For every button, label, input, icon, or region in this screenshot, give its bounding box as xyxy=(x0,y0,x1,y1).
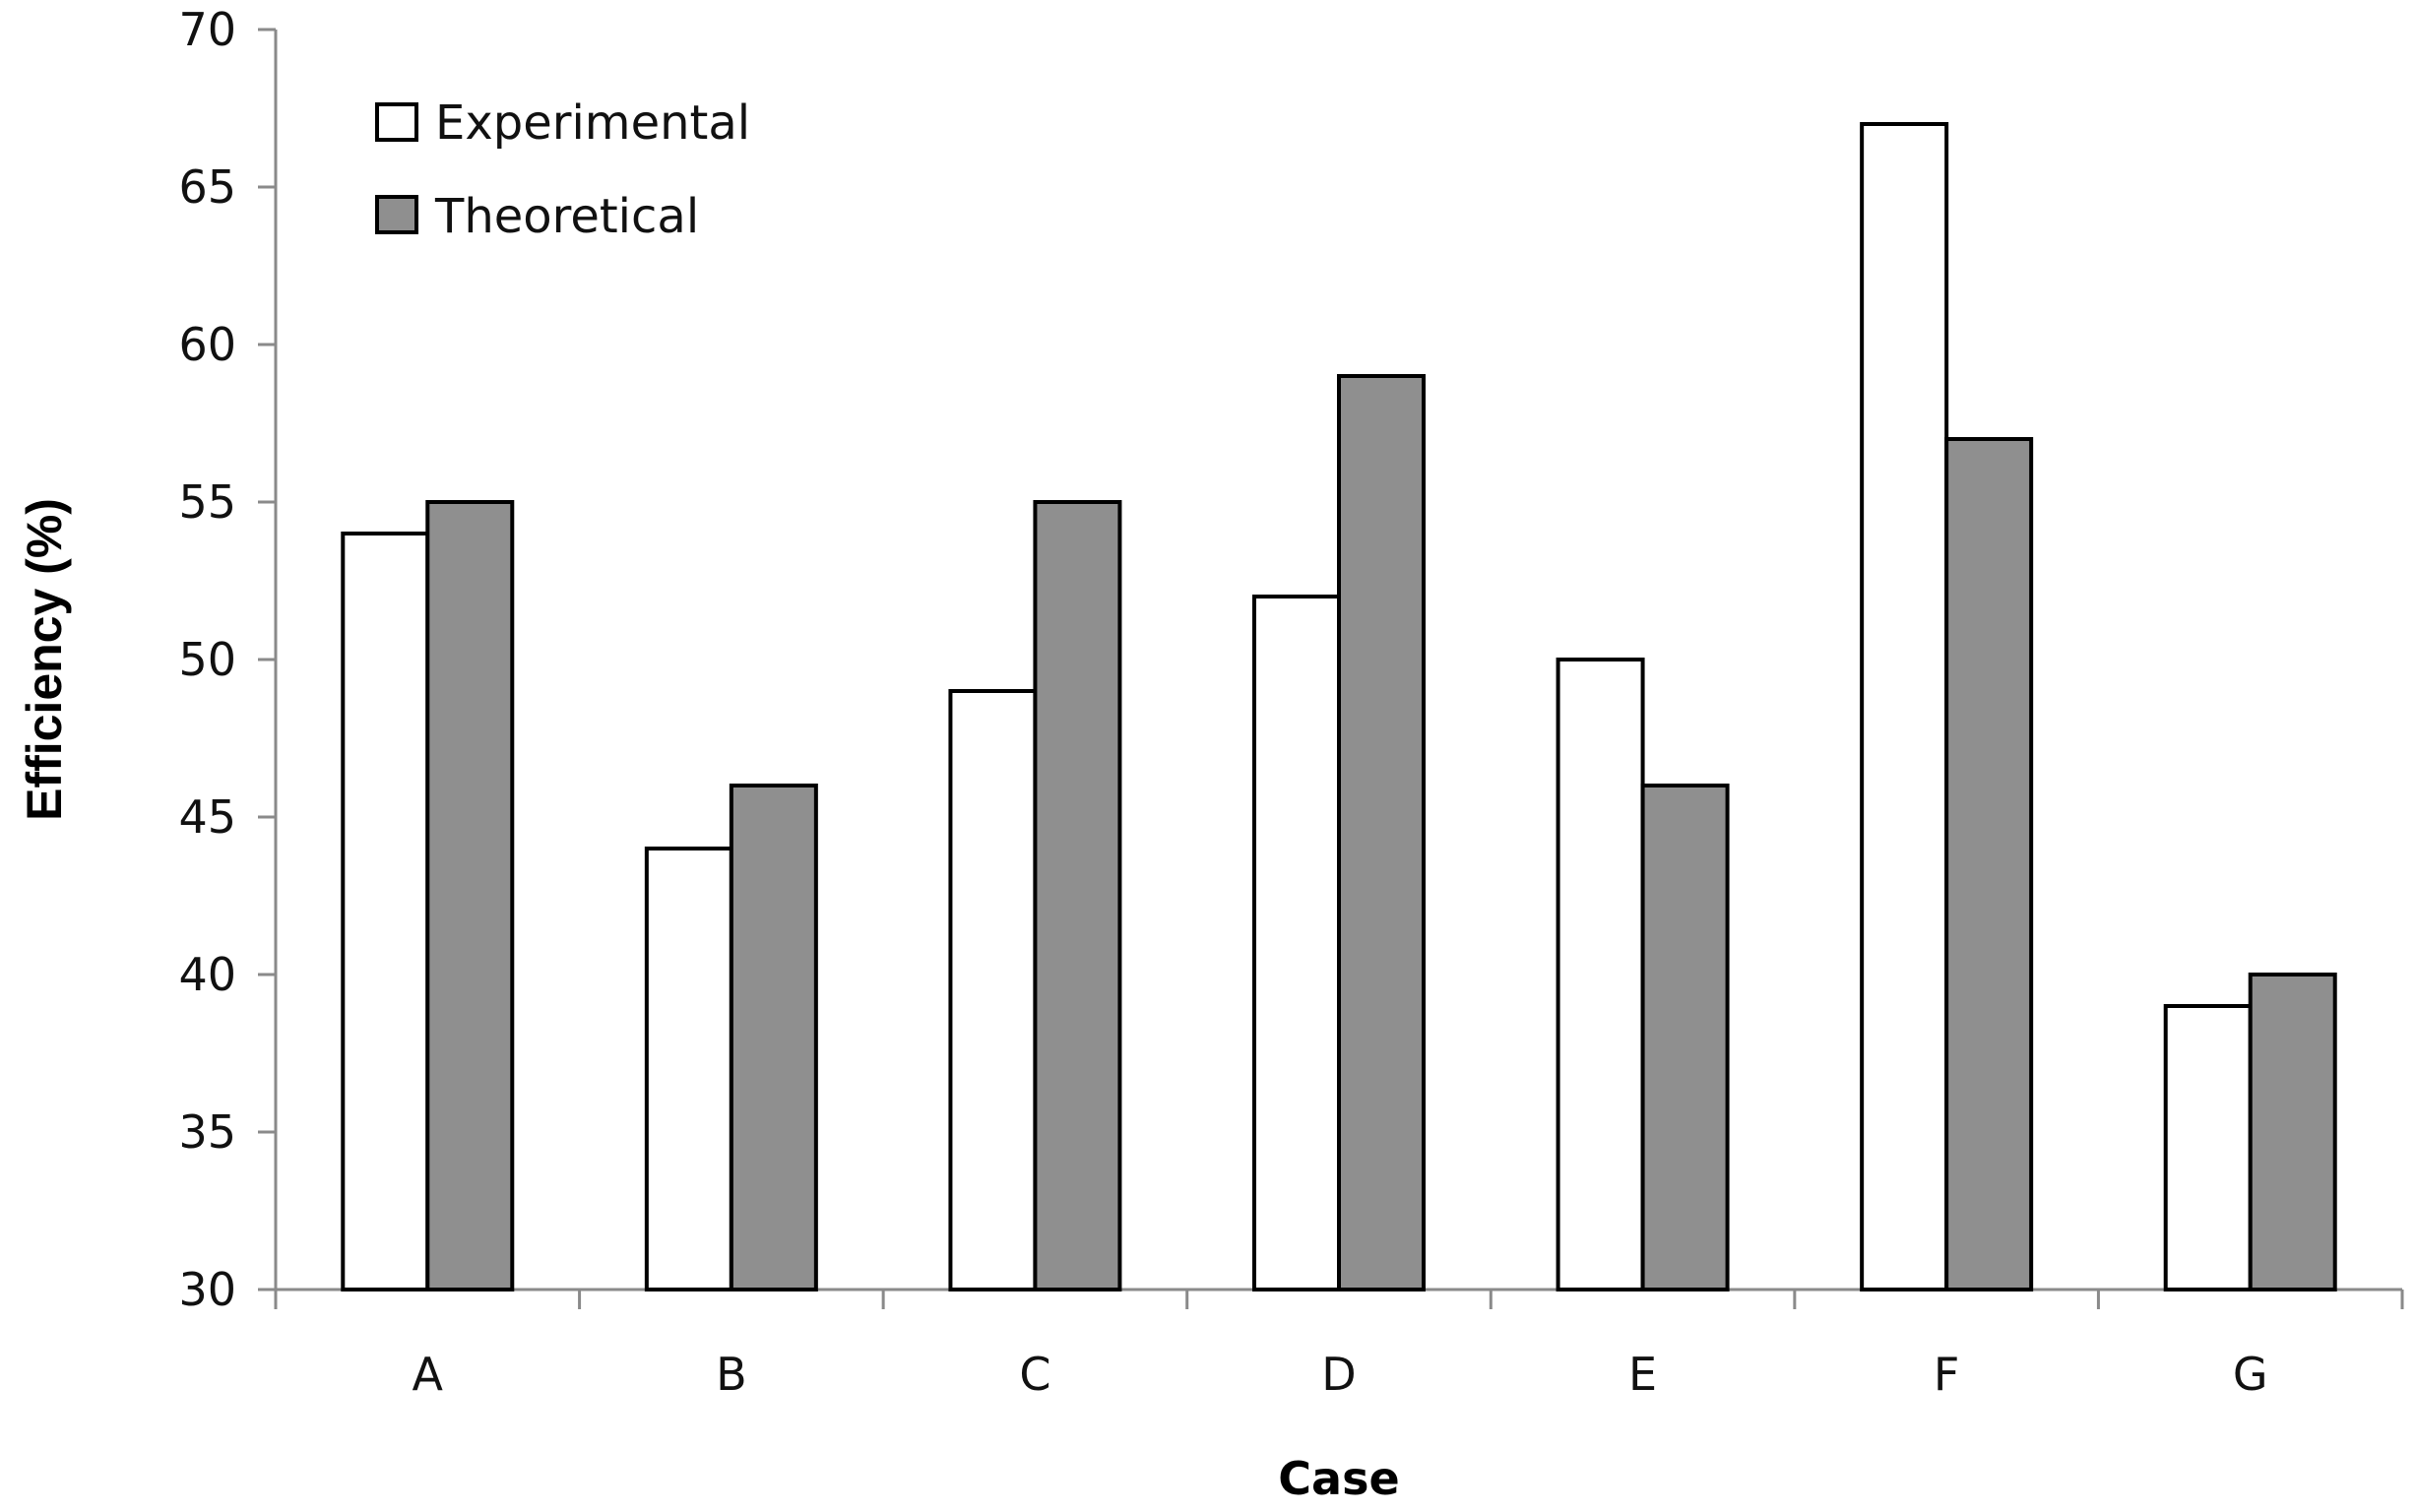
y-tick-label: 40 xyxy=(178,948,236,1001)
bar-experimental-A xyxy=(341,532,430,1292)
legend-swatch-theoretical xyxy=(375,195,418,234)
bar-experimental-G xyxy=(2163,1004,2253,1292)
x-axis-title: Case xyxy=(1278,1452,1399,1505)
y-tick-label: 35 xyxy=(178,1105,236,1159)
legend-label-experimental: Experimental xyxy=(435,95,750,151)
bar-experimental-F xyxy=(1860,122,1949,1292)
legend: Experimental Theoretical xyxy=(375,95,750,244)
y-axis-title: Efficiency (%) xyxy=(17,498,72,821)
bar-experimental-B xyxy=(644,847,733,1292)
bar-experimental-C xyxy=(948,689,1038,1292)
bar-theoretical-B xyxy=(729,784,818,1292)
y-tick-label: 65 xyxy=(178,160,236,214)
x-tick-label: G xyxy=(2233,1348,2268,1401)
x-tick-label: D xyxy=(1321,1348,1356,1401)
bar-experimental-D xyxy=(1252,595,1341,1292)
x-tick-label: B xyxy=(716,1348,747,1401)
bar-theoretical-C xyxy=(1033,500,1122,1292)
y-tick-label: 30 xyxy=(178,1263,236,1316)
x-tick-label: F xyxy=(1934,1348,1959,1401)
labels: Efficiency (%) Case xyxy=(17,498,1400,1505)
bar-theoretical-F xyxy=(1944,437,2034,1292)
x-tick-label: A xyxy=(413,1348,444,1401)
bar-theoretical-D xyxy=(1337,374,1426,1292)
y-tick-label: 50 xyxy=(178,633,236,686)
bars xyxy=(341,122,2337,1292)
bar-theoretical-E xyxy=(1640,784,1730,1292)
x-tick-label: E xyxy=(1628,1348,1657,1401)
legend-label-theoretical: Theoretical xyxy=(434,189,699,244)
legend-swatch-experimental xyxy=(375,102,418,142)
y-tick-label: 70 xyxy=(178,3,236,56)
bar-theoretical-G xyxy=(2248,973,2337,1292)
bar-experimental-E xyxy=(1556,658,1645,1292)
y-tick-label: 45 xyxy=(178,790,236,844)
bar-theoretical-A xyxy=(425,500,515,1292)
axes: 30 35 40 45 50 55 60 65 70 A B C D E F G xyxy=(178,3,2404,1401)
x-tick-label: C xyxy=(1019,1348,1050,1401)
y-tick-label: 55 xyxy=(178,475,236,529)
y-tick-label: 60 xyxy=(178,318,236,371)
